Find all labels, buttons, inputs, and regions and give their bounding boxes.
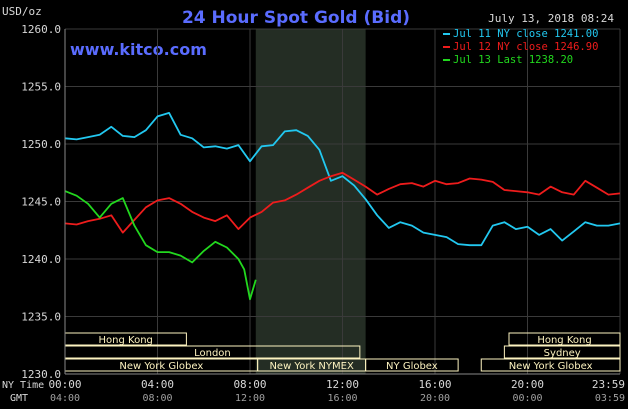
legend-label: Jul 11 NY close 1241.00 (453, 28, 598, 40)
x-tick-label-ny: 00:00 (48, 378, 81, 391)
y-tick-label: 1240.0 (21, 253, 61, 266)
x-tick-label-gmt: 03:59 (595, 393, 625, 404)
price-series (64, 112, 621, 301)
axes: 1230.0 1235.0 1240.0 1245.0 1250.0 1255.0 1260… (2, 23, 625, 404)
x-tick-label-gmt: 20:00 (420, 393, 450, 404)
market-sessions: Hong Kong Hong Kong London Sydney New York G… (64, 332, 621, 372)
session-label: New York Globex (119, 361, 203, 372)
x-row-label-gmt: GMT (10, 393, 28, 404)
session-label: Hong Kong (537, 335, 591, 346)
session-box (365, 358, 459, 372)
x-tick-label-ny: 04:00 (141, 378, 174, 391)
y-tick-label: 1230.0 (21, 368, 61, 381)
session-box (503, 345, 621, 359)
y-tick-label: 1250.0 (21, 138, 61, 151)
x-tick-label-gmt: 08:00 (142, 393, 172, 404)
session-box (508, 332, 621, 346)
x-tick-label-gmt: 00:00 (512, 393, 542, 404)
y-tick-label: 1245.0 (21, 196, 61, 209)
chart-title: 24 Hour Spot Gold (Bid) (182, 8, 410, 28)
series-line-1 (64, 112, 621, 247)
session-label: New York Globex (509, 361, 593, 372)
session-label: New York NYMEX (269, 361, 354, 372)
series-line-2 (64, 171, 621, 234)
session-label: London (194, 348, 231, 359)
y-tick-label: 1260.0 (21, 23, 61, 36)
x-tick-label-ny: 08:00 (233, 378, 266, 391)
legend-label: Jul 12 NY close 1246.90 (453, 41, 598, 53)
x-tick-label-gmt: 16:00 (327, 393, 357, 404)
x-tick-label-gmt: 04:00 (50, 393, 80, 404)
x-tick-label-gmt: 12:00 (235, 393, 265, 404)
x-tick-label-ny: 12:00 (326, 378, 359, 391)
site-watermark: www.kitco.com (70, 40, 207, 59)
x-tick-label-ny: 23:59 (592, 378, 625, 391)
date-stamp: July 13, 2018 08:24 (488, 12, 614, 25)
x-tick-label-ny: 16:00 (418, 378, 451, 391)
session-label: Sydney (544, 348, 581, 359)
y-unit-label: USD/oz (2, 5, 42, 18)
y-tick-label: 1235.0 (21, 311, 61, 324)
series-line-3 (64, 190, 257, 301)
x-tick-label-ny: 20:00 (511, 378, 544, 391)
x-row-label-ny: NY Time (2, 380, 44, 391)
legend-label: Jul 13 Last 1238.20 (453, 54, 573, 66)
y-tick-label: 1255.0 (21, 81, 61, 94)
session-label: Hong Kong (99, 335, 153, 346)
session-box (480, 358, 621, 372)
session-label: NY Globex (386, 361, 438, 372)
